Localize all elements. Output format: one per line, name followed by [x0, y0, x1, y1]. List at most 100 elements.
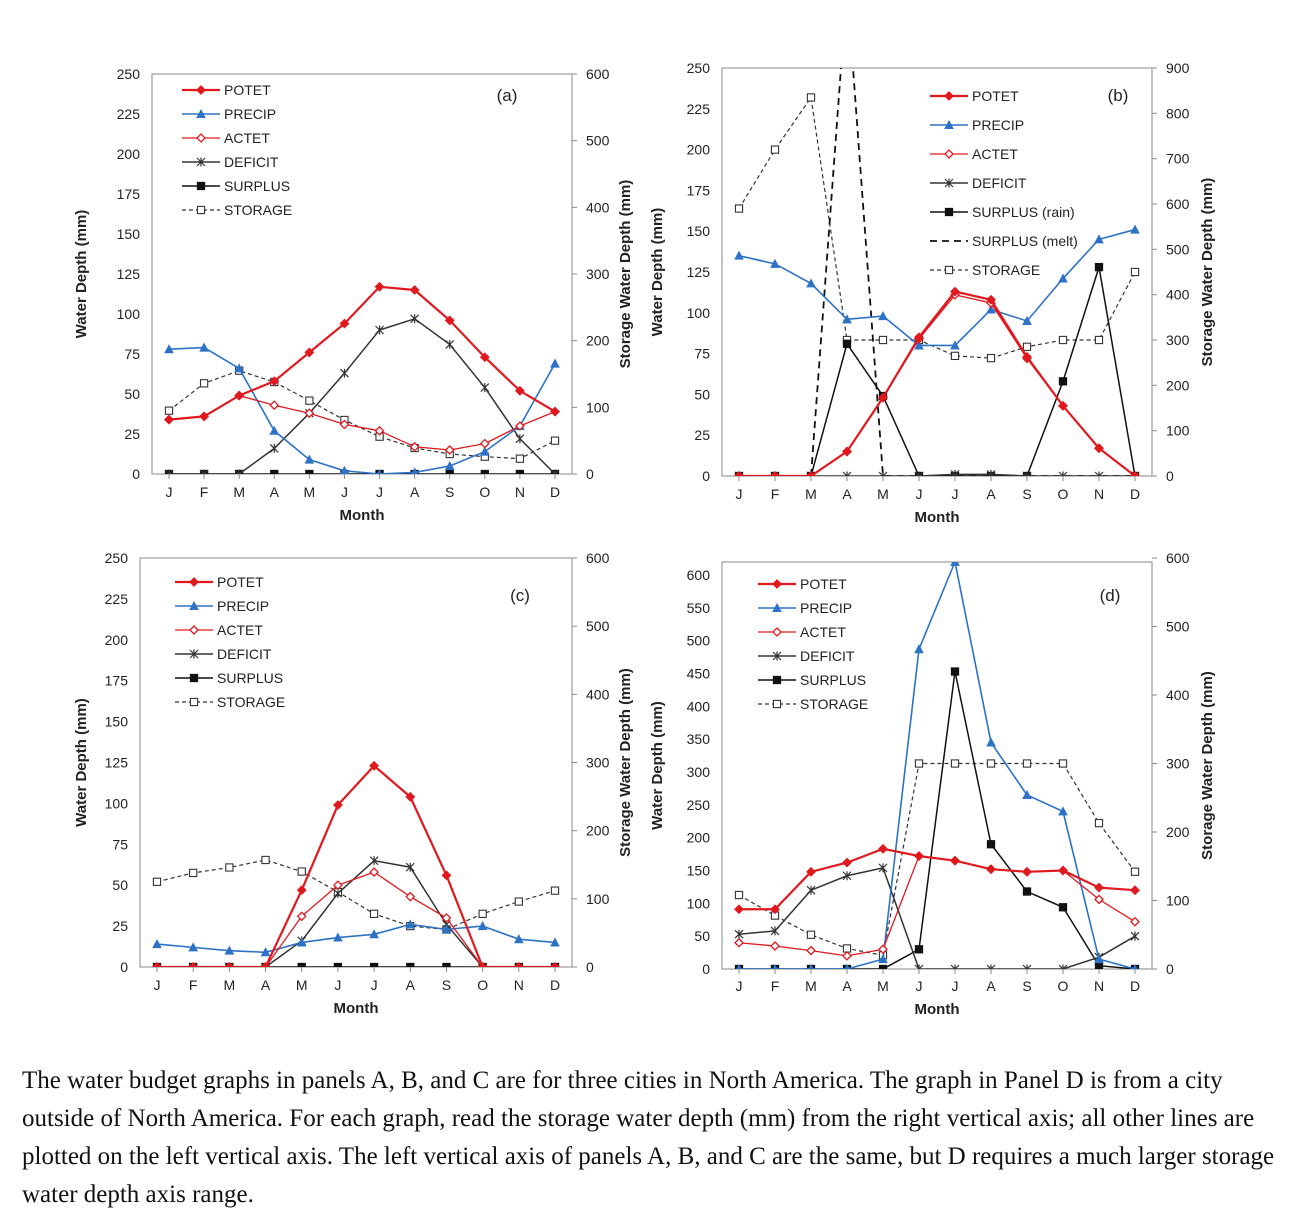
- point-precip: [736, 963, 742, 969]
- point-precip: [369, 929, 379, 939]
- left-tick-label: 250: [687, 797, 711, 813]
- point-potet: [444, 315, 455, 326]
- month-label: M: [877, 978, 889, 994]
- month-label: A: [261, 977, 271, 993]
- month-label: A: [842, 486, 852, 502]
- series-line-potet: [739, 290, 1136, 476]
- series-line-storage: [738, 95, 1136, 359]
- point-storage: [550, 886, 560, 895]
- left-tick-label: 150: [105, 714, 129, 730]
- right-tick-label: 0: [1166, 468, 1174, 484]
- legend-label-potet: POTET: [224, 82, 271, 98]
- legend-label-precip: PRECIP: [217, 598, 269, 614]
- month-label: F: [200, 484, 209, 500]
- right-tick-label: 100: [586, 399, 610, 415]
- point-precip: [878, 954, 888, 964]
- point-surplus-rain: [1058, 377, 1068, 386]
- series-line-deficit: [739, 473, 1135, 476]
- point-surplus: [333, 962, 343, 967]
- month-label: J: [376, 484, 383, 500]
- left-tick-label: 125: [687, 264, 711, 280]
- point-precip: [878, 311, 888, 321]
- legend-marker-storage: [944, 265, 954, 275]
- point-potet: [806, 471, 816, 476]
- left-tick-label: 600: [687, 567, 711, 583]
- point-storage: [806, 930, 816, 939]
- right-tick-label: 0: [586, 959, 594, 975]
- legend-marker-surplus: [189, 673, 199, 683]
- legend-label-storage: STORAGE: [972, 262, 1040, 278]
- left-tick-label: 100: [687, 305, 711, 321]
- point-surplus: [986, 840, 996, 849]
- left-tick-label: 25: [112, 918, 128, 934]
- point-deficit: [1022, 471, 1032, 476]
- point-deficit: [950, 469, 960, 476]
- left-axis-title: Water Depth (mm): [649, 208, 666, 337]
- left-tick-label: 175: [105, 673, 129, 689]
- left-tick-label: 225: [687, 101, 711, 117]
- month-label: J: [341, 484, 348, 500]
- point-actet: [269, 400, 280, 411]
- point-potet: [513, 962, 524, 967]
- point-deficit: [550, 469, 560, 474]
- right-tick-label: 200: [586, 823, 610, 839]
- point-deficit: [878, 471, 888, 476]
- right-tick-label: 500: [1166, 619, 1190, 635]
- legend-label-actet: ACTET: [217, 622, 263, 638]
- month-label: M: [805, 486, 817, 502]
- x-axis-title: Month: [915, 1001, 960, 1018]
- point-actet: [842, 950, 852, 961]
- left-axis-title: Water Depth (mm): [73, 210, 90, 339]
- panel--a: 2502252001751501251007550250600500400300…: [73, 66, 634, 524]
- legend-label-surplus-rain: SURPLUS (rain): [972, 204, 1075, 220]
- point-storage: [986, 353, 996, 363]
- month-label: N: [1094, 978, 1104, 994]
- legend-marker-deficit: [196, 157, 206, 167]
- right-tick-label: 300: [1166, 756, 1190, 772]
- point-surplus: [950, 667, 960, 676]
- point-storage: [305, 396, 314, 405]
- legend: POTET PRECIP ACTET DEFICIT SURPLUS STORAGE: [182, 82, 292, 218]
- left-tick-label: 125: [105, 755, 129, 771]
- legend-label-storage: STORAGE: [217, 694, 285, 710]
- panel--d: 6005505004504003503002502001501005006005…: [649, 550, 1216, 1018]
- point-potet: [878, 843, 888, 854]
- point-surplus: [1094, 961, 1104, 969]
- point-potet: [224, 962, 235, 967]
- point-potet: [477, 962, 488, 967]
- point-potet: [369, 760, 380, 771]
- point-potet: [1022, 351, 1032, 362]
- x-axis-title: Month: [340, 507, 385, 524]
- point-potet: [770, 471, 780, 476]
- series-line-actet: [157, 871, 555, 967]
- panel-label: (b): [1108, 86, 1129, 105]
- legend-marker-actet: [196, 133, 206, 143]
- point-deficit: [1094, 471, 1104, 476]
- left-tick-label: 200: [105, 632, 129, 648]
- series-line-precip: [738, 228, 1136, 347]
- series-line-storage: [168, 370, 556, 460]
- month-label: N: [515, 484, 525, 500]
- point-precip: [340, 465, 349, 474]
- series-deficit: [164, 314, 560, 474]
- point-potet: [441, 870, 452, 881]
- left-tick-label: 550: [687, 600, 711, 616]
- month-label: A: [986, 978, 996, 994]
- point-storage: [1022, 342, 1032, 351]
- legend: POTET PRECIP ACTET DEFICIT SURPLUS STORAGE: [758, 576, 868, 712]
- point-precip: [376, 468, 383, 474]
- series-precip: [736, 562, 1138, 969]
- left-tick-label: 0: [132, 466, 140, 482]
- series-line-potet: [739, 847, 1136, 911]
- point-precip: [260, 947, 271, 957]
- legend-label-storage: STORAGE: [800, 696, 868, 712]
- month-label: S: [442, 977, 451, 993]
- legend-label-deficit: DEFICIT: [224, 154, 279, 170]
- series-potet: [734, 286, 1140, 476]
- point-storage: [261, 855, 270, 865]
- water-budget-figure: 2502252001751501251007550250600500400300…: [73, 60, 1216, 1018]
- point-precip: [479, 446, 490, 456]
- panel-label: (d): [1100, 586, 1121, 605]
- left-tick-label: 400: [687, 698, 711, 714]
- point-deficit: [199, 469, 209, 474]
